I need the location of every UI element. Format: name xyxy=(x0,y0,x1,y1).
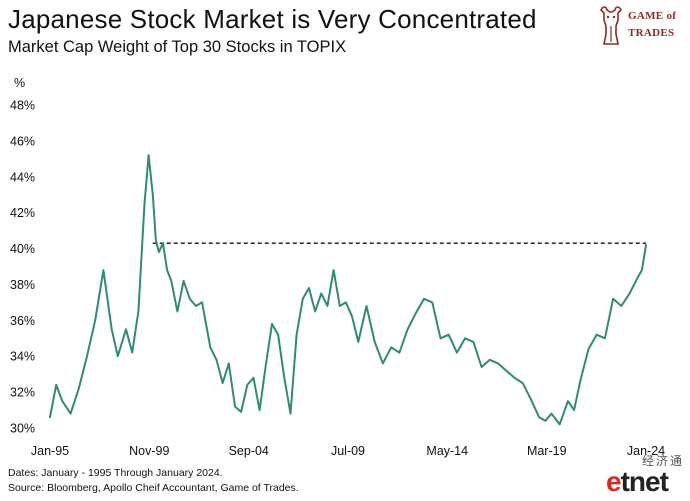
y-tick-label: 44% xyxy=(10,170,35,184)
y-axis-unit-label: % xyxy=(14,76,25,90)
y-tick-label: 40% xyxy=(10,242,35,256)
bull-icon xyxy=(600,6,622,45)
x-tick-label: Mar-19 xyxy=(527,444,567,458)
x-tick-label: Jan-24 xyxy=(627,444,665,458)
y-tick-label: 48% xyxy=(10,99,35,113)
game-of-trades-logo: GAME of TRADES xyxy=(598,2,686,54)
series-line xyxy=(49,154,647,426)
watermark-etnet: etnet xyxy=(606,466,669,497)
chart-title: Japanese Stock Market is Very Concentrat… xyxy=(8,4,537,34)
x-tick-label: Jul-09 xyxy=(331,444,365,458)
brand-line-2: TRADES xyxy=(628,27,675,39)
chart-footnote: Dates: January - 1995 Through January 20… xyxy=(8,466,299,496)
x-tick-label: Sep-04 xyxy=(229,444,269,458)
y-tick-label: 36% xyxy=(10,314,35,328)
footnote-source: Source: Bloomberg, Apollo Cheif Accounta… xyxy=(8,482,299,494)
etnet-watermark: 经济通 etnet xyxy=(604,452,688,500)
brand-name: GAME of TRADES xyxy=(628,8,676,42)
chart-subtitle: Market Cap Weight of Top 30 Stocks in TO… xyxy=(8,38,347,56)
y-tick-label: 34% xyxy=(10,350,35,364)
x-tick-label: May-14 xyxy=(426,444,468,458)
brand-line-1: GAME of xyxy=(628,10,677,22)
y-tick-label: 30% xyxy=(10,422,35,436)
y-tick-label: 38% xyxy=(10,278,35,292)
y-tick-label: 46% xyxy=(10,134,35,148)
x-tick-label: Nov-99 xyxy=(129,444,169,458)
watermark-chinese: 经济通 xyxy=(641,454,684,468)
y-tick-label: 42% xyxy=(10,206,35,220)
y-tick-label: 32% xyxy=(10,386,35,400)
x-tick-label: Jan-95 xyxy=(31,444,69,458)
footnote-dates: Dates: January - 1995 Through January 20… xyxy=(8,467,223,479)
